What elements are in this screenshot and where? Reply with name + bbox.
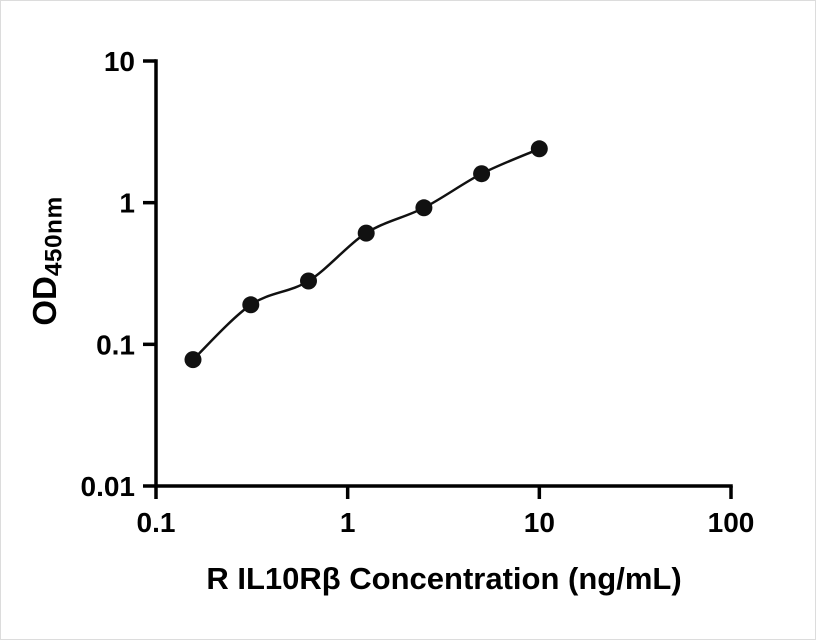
x-axis-tick-label: 0.1 bbox=[137, 507, 176, 538]
x-axis-tick-label: 1 bbox=[340, 507, 356, 538]
data-point-marker bbox=[473, 165, 491, 183]
y-axis-tick-label: 0.1 bbox=[96, 329, 135, 360]
data-point-marker bbox=[300, 272, 317, 290]
y-axis-tick-label: 1 bbox=[119, 188, 135, 219]
x-axis-title: R IL10Rβ Concentration (ng/mL) bbox=[206, 561, 682, 596]
data-point-marker bbox=[530, 140, 548, 158]
x-axis-tick-label: 10 bbox=[524, 507, 555, 538]
data-point-marker bbox=[415, 199, 433, 217]
axis-lines bbox=[154, 59, 733, 488]
x-axis-tick-label: 100 bbox=[708, 507, 755, 538]
y-axis-title-main: OD bbox=[26, 276, 63, 326]
fit-curve bbox=[192, 147, 540, 361]
y-axis-tick-label: 10 bbox=[104, 46, 135, 77]
y-axis-title-subscript: 450nm bbox=[40, 196, 68, 277]
data-point-marker bbox=[357, 224, 375, 242]
y-axis-tick-label: 0.01 bbox=[81, 471, 136, 502]
y-axis-title: OD450nm bbox=[23, 131, 67, 391]
data-point-marker bbox=[242, 296, 260, 314]
data-point-marker bbox=[184, 351, 202, 369]
